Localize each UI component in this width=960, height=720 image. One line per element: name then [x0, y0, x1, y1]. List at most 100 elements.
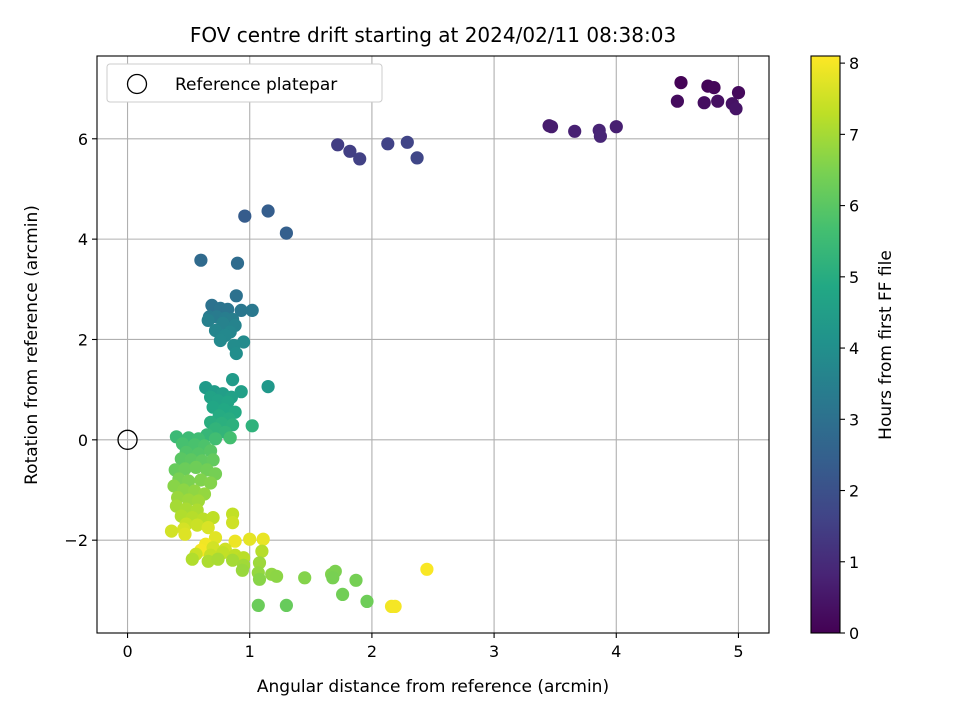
data-point	[731, 86, 746, 100]
data-point	[189, 460, 203, 474]
data-point	[229, 289, 243, 303]
data-point	[279, 226, 293, 240]
data-point	[206, 510, 220, 525]
colorbar-tick-label: 3	[849, 410, 859, 429]
x-tick-label: 1	[245, 642, 255, 661]
data-point	[360, 594, 374, 609]
y-tick-label: 4	[78, 230, 88, 249]
colorbar-tick-label: 1	[849, 553, 859, 572]
data-point	[544, 120, 559, 134]
data-point	[388, 599, 402, 614]
colorbar-tick-label: 8	[849, 54, 859, 73]
data-point	[410, 151, 424, 165]
data-point	[331, 138, 345, 152]
colorbar-tick-label: 7	[849, 125, 859, 144]
data-point	[353, 152, 367, 166]
y-tick-label: −2	[64, 531, 88, 550]
data-point	[252, 572, 267, 586]
legend-marker	[126, 73, 148, 95]
data-point	[711, 94, 725, 108]
data-point	[251, 598, 265, 613]
x-axis-label: Angular distance from reference (arcmin)	[257, 677, 609, 697]
data-point	[270, 569, 284, 583]
y-tick-label: 0	[78, 431, 88, 450]
data-point	[194, 253, 208, 267]
data-point	[420, 562, 434, 576]
y-tick-label: 2	[78, 330, 88, 349]
colorbar-label: Hours from first FF file	[876, 250, 896, 440]
x-tick-label: 2	[367, 642, 377, 661]
data-point	[593, 129, 608, 143]
data-point	[229, 346, 243, 361]
colorbar	[810, 55, 841, 634]
data-point	[174, 452, 188, 466]
data-point	[201, 313, 215, 327]
data-point	[226, 553, 240, 567]
data-point	[697, 96, 711, 110]
legend: Reference platepar	[106, 63, 383, 103]
data-point	[204, 476, 218, 490]
x-axis-ticks: 0 1 2 3 4 5	[122, 633, 744, 661]
x-tick-label: 3	[489, 642, 499, 661]
data-point	[228, 534, 242, 548]
data-point	[208, 432, 223, 446]
data-point	[245, 303, 259, 317]
data-points	[164, 76, 746, 614]
x-tick-label: 5	[733, 642, 743, 661]
data-point	[568, 124, 582, 138]
data-point	[261, 204, 275, 218]
data-point	[208, 323, 223, 338]
data-point	[208, 531, 223, 545]
data-point	[185, 552, 199, 566]
data-point	[279, 598, 293, 613]
data-point	[226, 516, 240, 530]
data-point	[235, 563, 249, 577]
data-point	[230, 256, 245, 270]
data-point	[245, 419, 259, 433]
reference-platepar-marker	[117, 429, 138, 450]
data-point	[164, 524, 179, 538]
data-point	[729, 102, 743, 116]
y-axis-ticks: −2 0 2 4 6	[64, 130, 97, 550]
data-point	[226, 373, 240, 387]
data-point	[255, 544, 269, 558]
colorbar-tick-label: 2	[849, 482, 859, 501]
data-point	[256, 532, 270, 546]
data-point	[213, 333, 227, 348]
data-point	[261, 380, 275, 394]
x-tick-label: 4	[611, 642, 621, 661]
data-point	[381, 137, 395, 151]
data-point	[252, 556, 267, 570]
data-point	[670, 94, 685, 108]
y-tick-label: 6	[78, 130, 88, 149]
colorbar-tick-label: 4	[849, 339, 859, 358]
data-point	[206, 453, 220, 467]
data-point	[201, 554, 215, 568]
data-point	[201, 521, 215, 535]
data-point	[298, 571, 312, 585]
data-point	[234, 385, 248, 399]
data-point	[349, 573, 363, 587]
legend-box	[106, 63, 383, 103]
x-tick-label: 0	[122, 642, 132, 661]
colorbar-tick-label: 0	[849, 624, 859, 643]
data-point	[609, 120, 623, 134]
y-axis-label: Rotation from reference (arcmin)	[22, 205, 42, 485]
data-point	[178, 462, 192, 476]
data-point	[238, 209, 252, 223]
data-point	[707, 81, 721, 95]
data-point	[243, 532, 257, 546]
data-point	[223, 431, 237, 445]
data-point	[190, 518, 204, 532]
legend-entry-label: Reference platepar	[175, 75, 337, 95]
colorbar-tick-label: 6	[849, 197, 859, 216]
data-point	[400, 135, 414, 149]
plot-frame	[96, 55, 770, 634]
data-point	[178, 527, 192, 541]
data-point	[336, 587, 350, 602]
data-point	[326, 571, 340, 585]
colorbar-tick-label: 5	[849, 268, 859, 287]
data-point	[211, 552, 225, 566]
